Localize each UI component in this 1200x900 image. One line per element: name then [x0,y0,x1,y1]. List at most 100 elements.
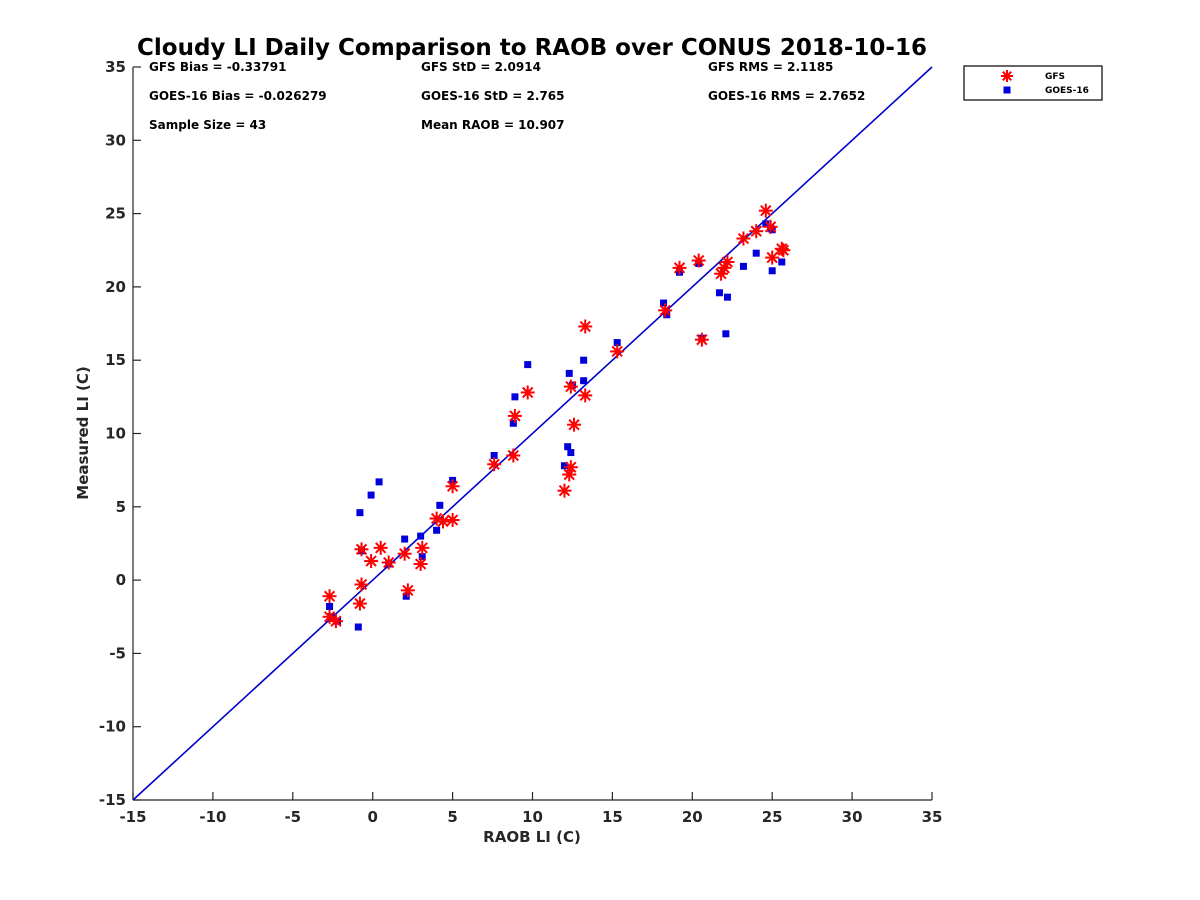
goes16-point [375,478,383,486]
goes16-point [326,602,334,610]
gfs-point [758,203,773,218]
gfs-point [765,250,780,265]
gfs-point [373,540,388,555]
legend-label: GFS [1045,72,1065,82]
goes16-point [509,419,517,427]
gfs-point [610,344,625,359]
goes16-point [663,311,671,319]
y-tick-label: 10 [105,425,126,443]
goes16-point [722,330,730,338]
gfs-point [736,231,751,246]
y-tick-label: -15 [99,791,126,809]
x-tick-label: 0 [367,808,377,826]
stat-text: GFS StD = 2.0914 [421,60,541,74]
y-ticks: -15 -10 -5 0 5 10 15 20 25 30 35 [99,58,141,809]
y-tick-label: 5 [116,498,126,516]
goes16-point [762,220,770,228]
stat-text: GFS Bias = -0.33791 [149,60,286,74]
gfs-point [557,483,572,498]
y-tick-label: -5 [109,644,126,662]
goes16-point [580,356,588,364]
goes16-point [417,532,425,540]
goes16-point [752,249,760,257]
goes16-point [356,509,364,517]
gfs-point [694,332,709,347]
gfs-point [720,254,735,269]
stat-text: Sample Size = 43 [149,118,266,132]
x-tick-label: -15 [119,808,146,826]
x-ticks: -15 -10 -5 0 5 10 15 20 25 30 35 [119,792,942,826]
gfs-point [436,514,451,529]
goes16-point [613,339,621,347]
x-tick-label: 20 [682,808,703,826]
gfs-point [672,260,687,275]
gfs-point [507,408,522,423]
y-axis-label: Measured LI (C) [74,366,92,499]
x-tick-label: -5 [284,808,301,826]
y-tick-label: 15 [105,351,126,369]
goes16-point [418,553,426,561]
legend-box [963,65,1103,101]
goes16-point [567,449,575,457]
x-tick-label: 25 [762,808,783,826]
goes16-point [560,462,568,470]
gfs-point [658,303,673,318]
goes16-point [402,592,410,600]
gfs-point [578,388,593,403]
data-points [322,203,791,631]
x-axis-label: RAOB LI (C) [483,828,581,846]
gfs-point [445,512,460,527]
gfs-point [354,577,369,592]
x-tick-label: 35 [922,808,943,826]
stat-text: GOES-16 StD = 2.765 [421,89,564,103]
gfs-point [400,583,415,598]
y-tick-label: 25 [105,205,126,223]
gfs-point [322,589,337,604]
stat-text: GOES-16 Bias = -0.026279 [149,89,327,103]
gfs-point [567,417,582,432]
gfs-point [520,385,535,400]
gfs-point [506,448,521,463]
stat-text: GFS RMS = 2.1185 [708,60,833,74]
goes16-point [660,299,668,307]
stat-text: GOES-16 RMS = 2.7652 [708,89,865,103]
stat-text: Mean RAOB = 10.907 [421,118,565,132]
legend-label: GOES-16 [1045,86,1089,96]
x-tick-label: 15 [602,808,623,826]
y-tick-label: 0 [116,571,126,589]
goes16-point [401,535,409,543]
gfs-point [381,555,396,570]
gfs-point [578,319,593,334]
identity-line [132,66,933,801]
gfs-point [563,379,578,394]
legend-gfs-marker [1001,70,1013,82]
gfs-point [352,596,367,611]
gfs-point [749,224,764,239]
gfs-point [445,479,460,494]
goes16-point [436,501,444,509]
gfs-point [397,546,412,561]
gfs-point [691,253,706,268]
goes16-point [433,526,441,534]
x-tick-label: 5 [447,808,457,826]
y-tick-label: 20 [105,278,126,296]
x-tick-label: -10 [199,808,226,826]
stats-panel: GFS Bias = -0.33791 GFS StD = 2.0914 GFS R… [149,60,865,132]
gfs-point [328,614,343,629]
gfs-point [714,266,729,281]
chart-title: Cloudy LI Daily Comparison to RAOB over … [137,35,927,61]
goes16-point [354,623,362,631]
gfs-point [364,554,379,569]
gfs-point [354,542,369,557]
x-tick-label: 30 [842,808,863,826]
plot-area: -15 -10 -5 0 5 10 15 20 25 30 35 -15 -10 -5 0 5 10 15 20 2… [99,58,943,826]
gfs-point [563,460,578,475]
goes16-point [778,258,786,266]
goes16-point [367,491,375,499]
goes16-point [715,289,723,297]
x-tick-label: 10 [522,808,543,826]
y-tick-label: -10 [99,718,126,736]
y-tick-label: 30 [105,131,126,149]
gfs-point [776,243,791,258]
